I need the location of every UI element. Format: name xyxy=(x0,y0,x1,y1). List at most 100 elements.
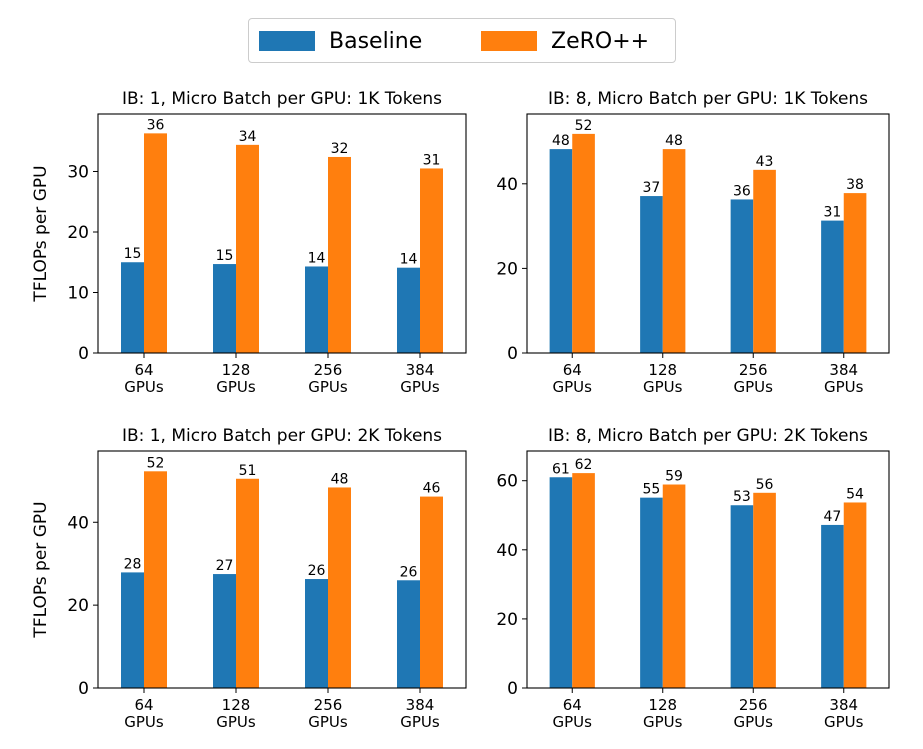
x-tick-label-0-0-1: GPUs xyxy=(124,378,164,396)
bar-zeropp-2-2 xyxy=(328,487,351,688)
chart-title-0: IB: 1, Micro Batch per GPU: 1K Tokens xyxy=(122,89,442,109)
y-tick-label-3-1: 20 xyxy=(496,610,518,630)
bar-baseline-1-1 xyxy=(640,196,663,353)
data-label-baseline-1-1: 37 xyxy=(643,180,661,196)
x-tick-label-0-2-0: 256 xyxy=(314,361,343,379)
data-label-zeropp-3-0: 62 xyxy=(575,457,593,473)
data-label-baseline-0-3: 14 xyxy=(400,252,418,268)
x-tick-label-1-2-0: 256 xyxy=(739,361,768,379)
y-tick-label-3-2: 40 xyxy=(496,541,518,561)
legend-item-baseline: Baseline xyxy=(259,27,422,55)
y-axis-label-2: TFLOPs per GPU xyxy=(31,501,51,638)
x-tick-label-1-2-1: GPUs xyxy=(734,378,774,396)
chart-title-1: IB: 8, Micro Batch per GPU: 1K Tokens xyxy=(548,89,868,109)
data-label-zeropp-3-1: 59 xyxy=(665,469,683,485)
bar-baseline-2-3 xyxy=(397,580,420,688)
legend-label-baseline: Baseline xyxy=(329,28,423,54)
x-tick-label-2-3-1: GPUs xyxy=(400,713,440,731)
x-tick-label-3-3-1: GPUs xyxy=(824,713,864,731)
legend-swatch-zeropp xyxy=(481,31,537,51)
data-label-zeropp-2-1: 51 xyxy=(239,463,257,479)
data-label-zeropp-3-2: 56 xyxy=(756,477,774,493)
bar-baseline-0-1 xyxy=(213,264,236,353)
x-tick-label-2-3-0: 384 xyxy=(406,696,435,714)
bar-baseline-2-1 xyxy=(213,574,236,688)
bar-zeropp-2-3 xyxy=(420,496,443,688)
x-tick-label-1-1-1: GPUs xyxy=(643,378,683,396)
y-tick-label-0-1: 10 xyxy=(67,283,89,303)
data-label-baseline-3-0: 61 xyxy=(552,461,570,477)
data-label-baseline-3-3: 47 xyxy=(824,509,842,525)
bar-zeropp-0-2 xyxy=(328,156,351,353)
chart-title-3: IB: 8, Micro Batch per GPU: 2K Tokens xyxy=(548,426,868,446)
data-label-baseline-0-1: 15 xyxy=(216,248,234,264)
data-label-baseline-1-2: 36 xyxy=(733,183,751,199)
x-tick-label-2-1-0: 128 xyxy=(222,696,251,714)
plot-frame-2 xyxy=(97,450,467,689)
data-label-baseline-3-1: 55 xyxy=(643,482,661,498)
bar-zeropp-3-0 xyxy=(572,473,595,688)
x-tick-label-3-1-1: GPUs xyxy=(643,713,683,731)
x-tick-label-3-3-0: 384 xyxy=(829,696,858,714)
x-tick-label-1-0-1: GPUs xyxy=(553,378,593,396)
data-label-zeropp-3-3: 54 xyxy=(846,486,864,502)
bar-zeropp-2-0 xyxy=(144,471,167,688)
data-label-zeropp-1-3: 38 xyxy=(846,177,864,193)
bar-zeropp-1-0 xyxy=(572,133,595,353)
x-tick-label-3-0-0: 64 xyxy=(563,696,582,714)
bar-baseline-1-0 xyxy=(549,149,573,353)
data-label-zeropp-0-2: 32 xyxy=(331,141,349,157)
bar-baseline-3-1 xyxy=(640,497,663,688)
data-label-zeropp-1-2: 43 xyxy=(756,154,774,170)
bar-zeropp-3-3 xyxy=(843,502,867,688)
legend-swatch-baseline xyxy=(259,31,315,51)
bar-zeropp-0-1 xyxy=(236,144,259,353)
y-tick-label-2-1: 20 xyxy=(67,596,89,616)
chart-title-2: IB: 1, Micro Batch per GPU: 2K Tokens xyxy=(122,426,442,446)
y-tick-label-2-0: 0 xyxy=(78,679,89,699)
y-tick-label-0-0: 0 xyxy=(78,344,89,364)
data-label-baseline-2-3: 26 xyxy=(400,564,418,580)
bar-zeropp-0-0 xyxy=(144,133,167,353)
y-tick-label-0-3: 30 xyxy=(67,162,89,182)
x-tick-label-0-2-1: GPUs xyxy=(308,378,348,396)
x-tick-label-0-1-1: GPUs xyxy=(216,378,256,396)
bar-baseline-0-0 xyxy=(121,262,144,353)
x-tick-label-3-0-1: GPUs xyxy=(553,713,593,731)
legend-label-zeropp: ZeRO++ xyxy=(551,28,650,54)
x-tick-label-0-3-1: GPUs xyxy=(400,378,440,396)
data-label-baseline-3-2: 53 xyxy=(733,489,751,505)
x-tick-label-0-3-0: 384 xyxy=(406,361,435,379)
bar-zeropp-0-3 xyxy=(420,168,443,353)
x-tick-label-2-2-1: GPUs xyxy=(308,713,348,731)
data-label-baseline-0-2: 14 xyxy=(308,250,326,266)
y-tick-label-3-3: 60 xyxy=(496,472,518,492)
bar-baseline-3-3 xyxy=(821,524,844,688)
x-tick-label-3-2-1: GPUs xyxy=(734,713,774,731)
data-label-zeropp-1-0: 52 xyxy=(575,118,593,134)
data-label-zeropp-2-2: 48 xyxy=(331,471,349,487)
y-tick-label-3-0: 0 xyxy=(507,679,518,699)
y-axis-label-0: TFLOPs per GPU xyxy=(31,165,51,302)
bar-zeropp-2-1 xyxy=(236,478,259,688)
y-tick-label-1-0: 0 xyxy=(507,344,518,364)
x-tick-label-1-3-0: 384 xyxy=(829,361,858,379)
bar-baseline-0-2 xyxy=(305,266,328,353)
data-label-zeropp-0-0: 36 xyxy=(147,117,165,133)
x-tick-label-0-0-0: 64 xyxy=(134,361,153,379)
bar-zeropp-3-2 xyxy=(753,492,776,688)
bar-baseline-1-2 xyxy=(730,199,754,353)
bar-zeropp-1-1 xyxy=(662,149,686,353)
x-tick-label-2-0-0: 64 xyxy=(134,696,153,714)
data-label-baseline-2-1: 27 xyxy=(216,558,234,574)
data-label-zeropp-0-3: 31 xyxy=(423,152,441,168)
legend: Baseline ZeRO++ xyxy=(248,18,676,63)
data-label-zeropp-2-3: 46 xyxy=(423,481,441,497)
bar-baseline-3-2 xyxy=(730,505,754,688)
bar-zeropp-1-2 xyxy=(753,169,776,353)
x-tick-label-1-0-0: 64 xyxy=(563,361,582,379)
legend-item-zeropp: ZeRO++ xyxy=(481,27,649,55)
plot-frame-3 xyxy=(526,450,890,689)
x-tick-label-0-1-0: 128 xyxy=(222,361,251,379)
